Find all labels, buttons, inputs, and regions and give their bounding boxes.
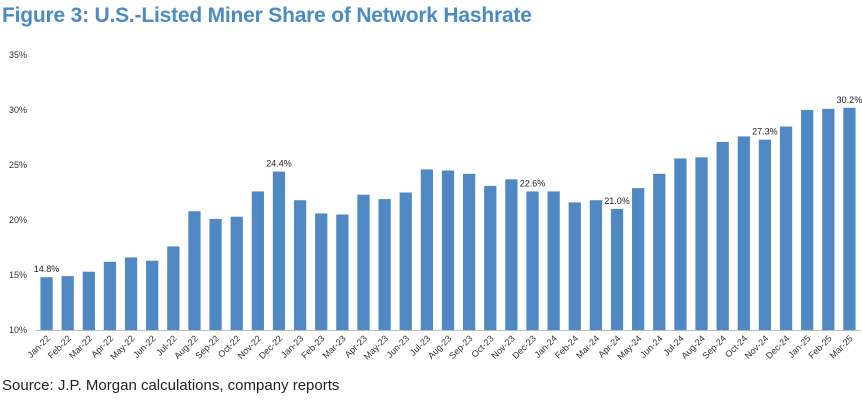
bar (40, 277, 53, 330)
x-axis: Jan-22Feb-22Mar-22Apr-22May-22Jun-22Jul-… (25, 330, 860, 362)
bar (61, 276, 74, 330)
bar (801, 110, 814, 330)
x-tick-label: Mar-23 (321, 333, 348, 360)
bar (146, 260, 159, 330)
data-labels-group: 14.8% 24.4% 22.6% 21.0% 27.3% 30.2% (34, 95, 862, 274)
y-axis: 10% 15% 20% 25% 30% 35% (9, 50, 27, 335)
x-tick-label: Sep-23 (447, 333, 475, 361)
bar (758, 139, 772, 330)
bar (505, 179, 518, 330)
x-tick-label: Sep-24 (700, 333, 728, 361)
x-tick-label: Dec-23 (510, 333, 538, 361)
bar (632, 188, 645, 330)
bar (526, 191, 539, 330)
bar (843, 107, 856, 330)
x-tick-label: Dec-22 (257, 333, 285, 361)
data-label: 24.4% (266, 159, 292, 169)
data-label: 21.0% (604, 196, 630, 206)
bar (251, 191, 264, 330)
y-tick-label: 30% (9, 105, 27, 115)
bar (610, 209, 624, 330)
source-note: Source: J.P. Morgan calculations, compan… (2, 377, 340, 394)
bar (441, 170, 455, 330)
bar (547, 191, 560, 330)
data-label: 14.8% (34, 264, 60, 274)
y-tick-label: 35% (9, 50, 27, 60)
bar (420, 169, 433, 330)
data-label: 22.6% (520, 178, 546, 188)
y-tick-label: 20% (9, 215, 27, 225)
bar (399, 192, 412, 330)
bar (293, 200, 307, 330)
x-tick-label: Mar-25 (828, 333, 855, 360)
bar (822, 108, 835, 331)
bar (378, 199, 391, 330)
bar (568, 202, 581, 330)
bar (737, 136, 750, 330)
data-label: 27.3% (752, 127, 778, 137)
bar (272, 171, 286, 330)
bar (315, 213, 328, 330)
bar (716, 141, 729, 330)
bar (188, 211, 201, 330)
x-tick-label: Mar-24 (574, 333, 601, 360)
bar (336, 214, 349, 330)
y-tick-label: 25% (9, 160, 27, 170)
bar (674, 158, 687, 330)
bar (653, 173, 666, 330)
y-tick-label: 10% (9, 325, 27, 335)
bar (484, 185, 497, 330)
bars-group (40, 107, 856, 331)
bar (167, 246, 180, 330)
bar (695, 157, 708, 330)
y-tick-label: 15% (9, 270, 27, 280)
figure-title: Figure 3: U.S.-Listed Miner Share of Net… (2, 4, 532, 27)
bar (103, 261, 117, 330)
bar (779, 126, 793, 330)
data-label: 30.2% (837, 95, 862, 105)
bar (589, 200, 603, 330)
x-tick-label: Jun-24 (638, 333, 665, 360)
x-tick-label: Sep-22 (193, 333, 221, 361)
bar (230, 216, 243, 330)
bar (124, 257, 138, 330)
bar (357, 194, 370, 330)
bar (209, 218, 222, 330)
bar (463, 173, 476, 330)
x-tick-label: Jun-23 (385, 333, 412, 360)
bar (82, 271, 95, 330)
x-tick-label: Mar-22 (67, 333, 94, 360)
x-tick-label: Jun-22 (131, 333, 158, 360)
x-tick-label: Dec-24 (764, 333, 792, 361)
